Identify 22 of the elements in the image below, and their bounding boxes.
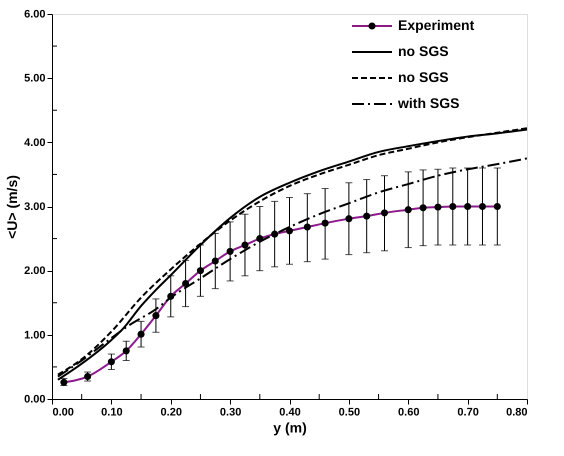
x-tick-label: 0.10 bbox=[101, 406, 123, 418]
legend-label: Experiment bbox=[398, 17, 475, 33]
y-tick-label: 0.00 bbox=[24, 394, 46, 406]
x-tick-label: 0.00 bbox=[52, 406, 74, 418]
x-axis-title: y (m) bbox=[273, 420, 307, 436]
legend-label: with SGS bbox=[397, 95, 460, 111]
x-tick-label: 0.40 bbox=[279, 406, 301, 418]
y-tick-label: 6.00 bbox=[24, 8, 46, 20]
legend-label: no SGS bbox=[398, 69, 449, 85]
y-tick-label: 2.00 bbox=[24, 265, 46, 278]
y-tick-label: 1.00 bbox=[24, 329, 46, 342]
x-tick-label: 0.80 bbox=[506, 406, 528, 418]
legend-label: no SGS bbox=[398, 43, 449, 59]
x-tick-label: 0.70 bbox=[457, 406, 479, 418]
x-tick-label: 0.60 bbox=[398, 406, 420, 418]
y-tick-label: 5.00 bbox=[24, 72, 46, 85]
y-axis-title: <U> (m/s) bbox=[4, 175, 20, 239]
y-tick-label: 4.00 bbox=[24, 136, 46, 149]
x-tick-label: 0.20 bbox=[160, 406, 182, 418]
x-tick-label: 0.50 bbox=[338, 406, 360, 418]
x-tick-label: 0.30 bbox=[220, 406, 242, 418]
y-tick-label: 3.00 bbox=[24, 201, 46, 213]
